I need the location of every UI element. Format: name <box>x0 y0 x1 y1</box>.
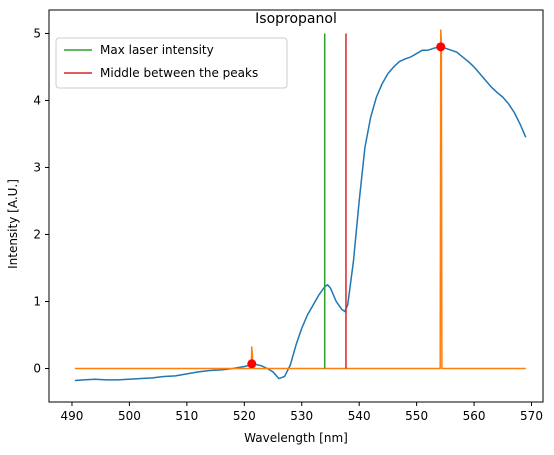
y-axis-label: Intensity [A.U.] <box>6 179 20 269</box>
x-axis-label: Wavelength [nm] <box>244 431 348 445</box>
y-tick-label: 3 <box>33 160 41 174</box>
chart-title: Isopropanol <box>255 11 337 27</box>
x-tick-label: 500 <box>118 409 141 423</box>
y-tick-label: 0 <box>33 361 41 375</box>
legend: Max laser intensity Middle between the p… <box>55 37 288 89</box>
y-tick-label: 4 <box>33 93 41 107</box>
y-tick-label: 5 <box>33 26 41 40</box>
x-tick-label: 490 <box>61 409 84 423</box>
x-tick-label: 540 <box>348 409 371 423</box>
x-tick-label: 560 <box>463 409 486 423</box>
y-tick-label: 1 <box>33 294 41 308</box>
peak-point <box>247 359 257 369</box>
legend-box <box>55 37 288 89</box>
x-tick-label: 520 <box>233 409 256 423</box>
series-line-0 <box>74 46 527 382</box>
x-tick-label: 570 <box>520 409 543 423</box>
y-tick-label: 2 <box>33 227 41 241</box>
axes-frame <box>48 9 544 403</box>
plot-area <box>74 29 527 382</box>
x-tick-label: 550 <box>405 409 428 423</box>
peak-point <box>436 42 446 52</box>
y-axis-ticks: 0 1 2 3 4 5 <box>33 26 49 375</box>
legend-label-max-laser: Max laser intensity <box>100 43 214 57</box>
legend-label-middle-peaks: Middle between the peaks <box>100 66 258 80</box>
x-axis-ticks: 490 500 510 520 530 540 550 560 570 <box>61 402 543 423</box>
x-tick-label: 530 <box>290 409 313 423</box>
x-tick-label: 510 <box>175 409 198 423</box>
